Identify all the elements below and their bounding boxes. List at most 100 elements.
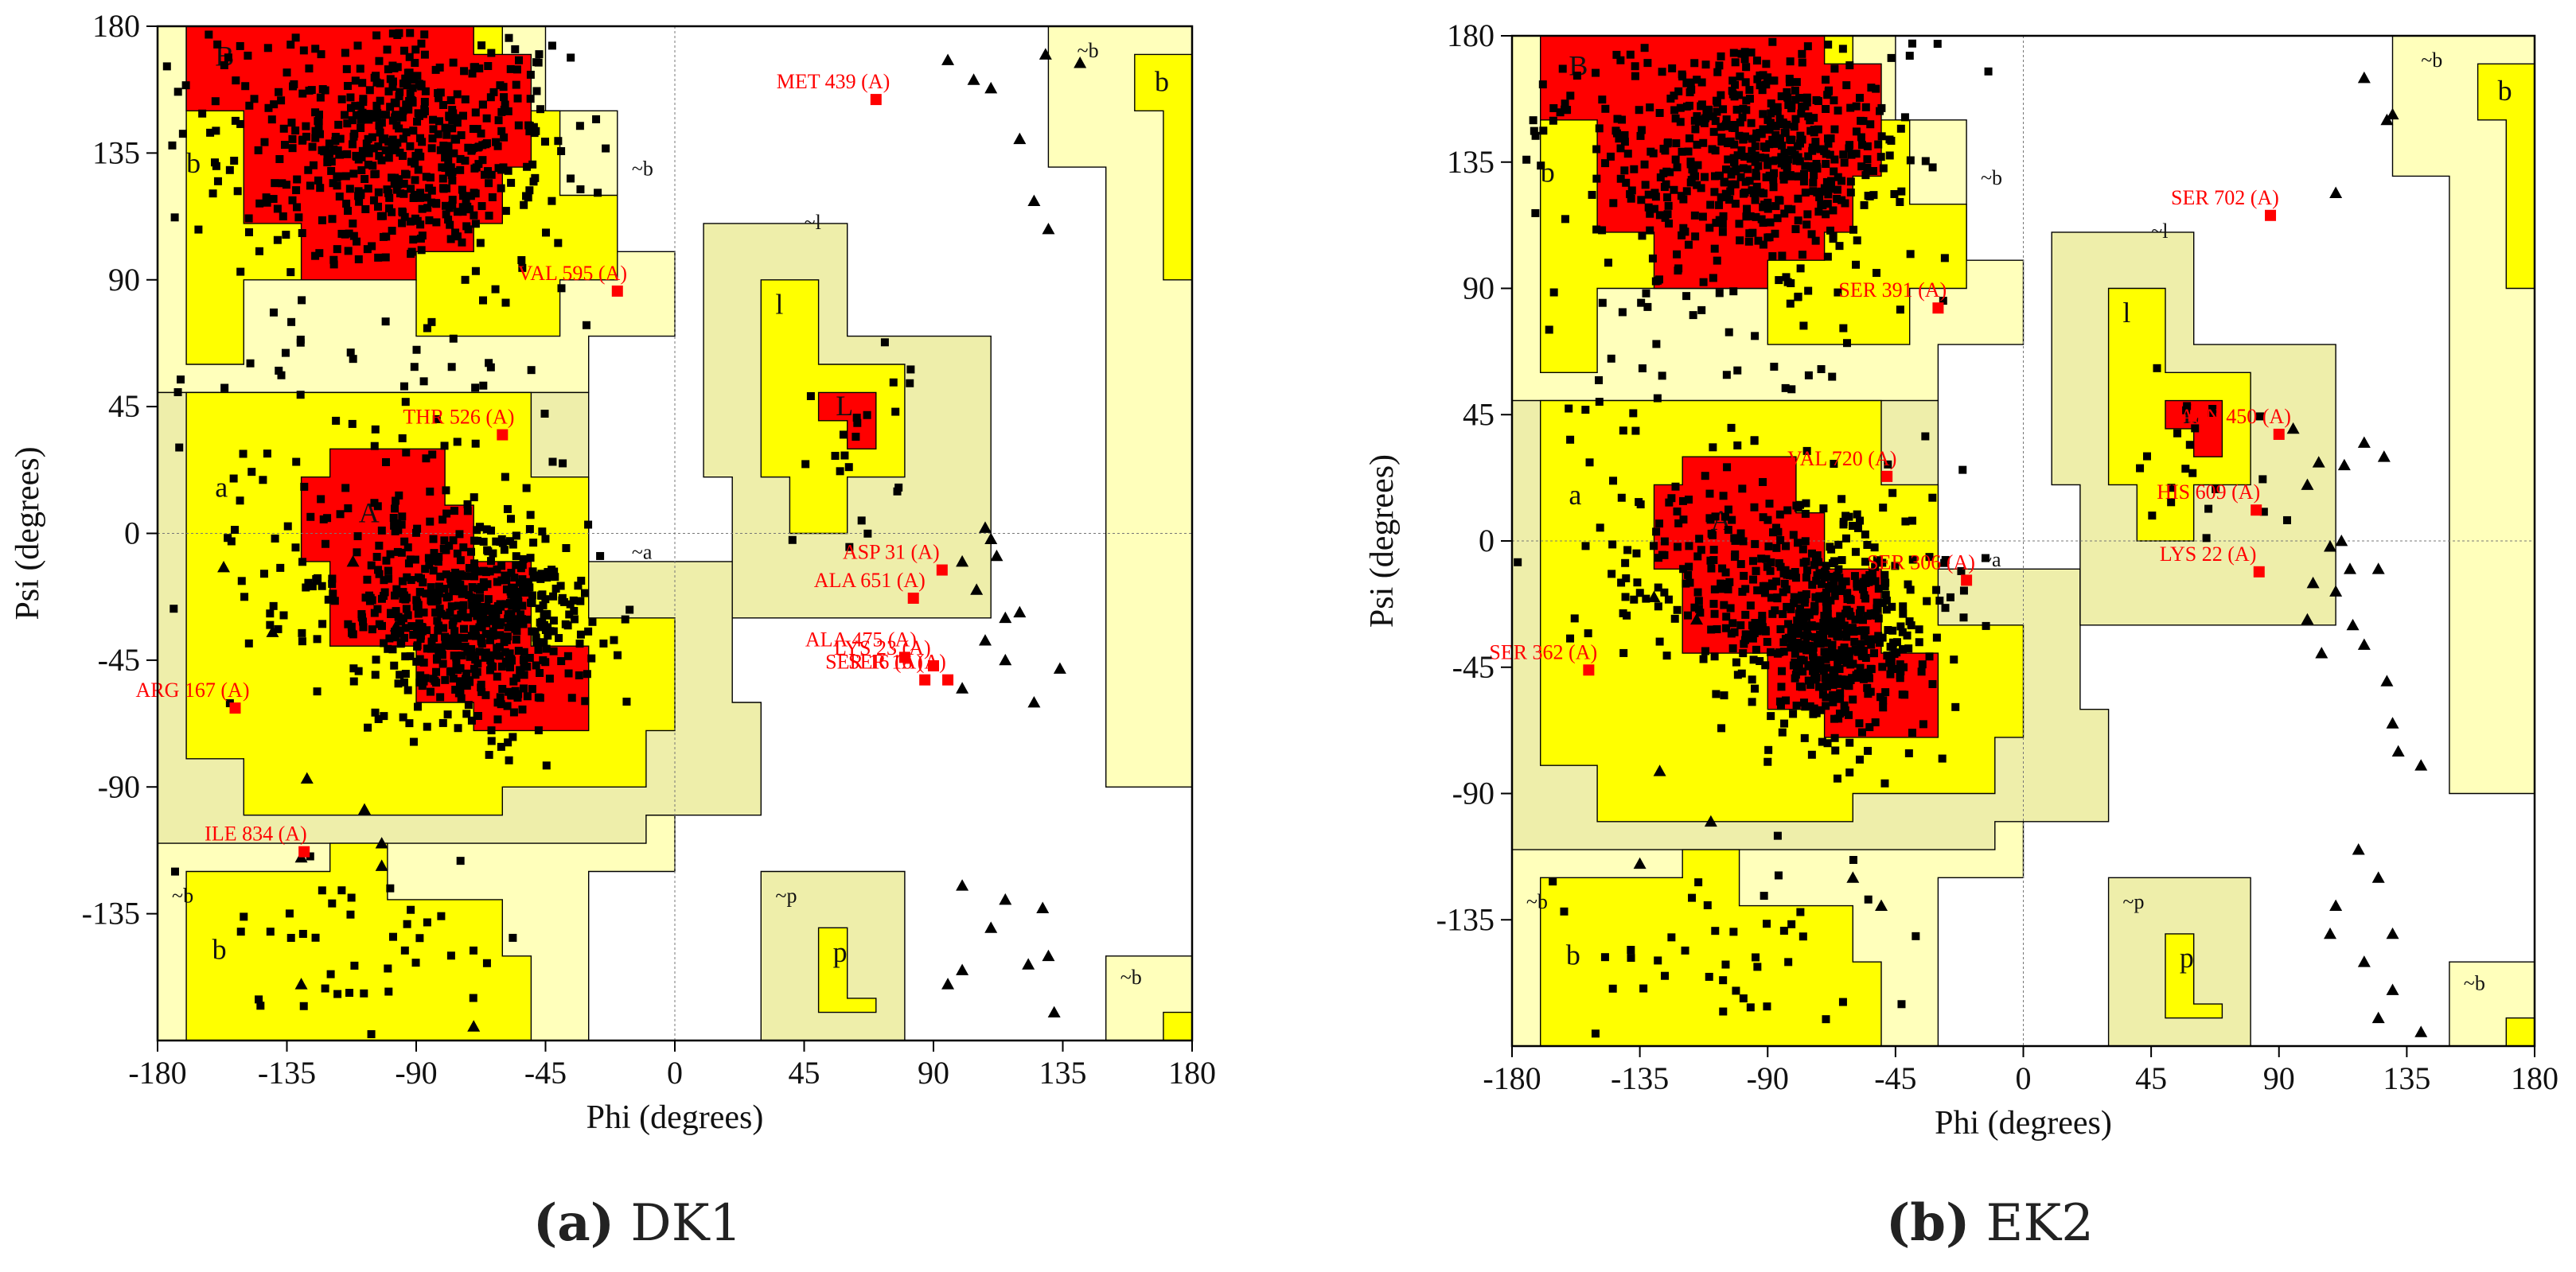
residue-point xyxy=(482,114,491,123)
residue-point xyxy=(431,199,440,208)
residue-point xyxy=(1811,236,1820,245)
residue-point xyxy=(450,652,458,660)
residue-point xyxy=(396,148,404,157)
residue-point xyxy=(534,645,543,654)
residue-point xyxy=(1879,164,1888,173)
residue-point xyxy=(1857,116,1865,125)
residue-point xyxy=(1746,1003,1755,1012)
residue-point xyxy=(1715,289,1724,298)
residue-point xyxy=(407,622,416,631)
residue-point xyxy=(298,637,306,646)
residue-point xyxy=(1779,609,1787,618)
residue-point xyxy=(446,667,454,676)
residue-point xyxy=(380,712,388,721)
residue-point xyxy=(1709,274,1717,282)
residue-point xyxy=(1932,633,1941,642)
residue-point xyxy=(526,554,535,562)
residue-point xyxy=(497,184,505,193)
residue-point xyxy=(1667,494,1676,503)
residue-point xyxy=(399,382,408,391)
residue-point xyxy=(1775,276,1783,285)
residue-point xyxy=(484,62,493,71)
residue-point xyxy=(558,593,567,602)
residue-point xyxy=(507,569,516,578)
residue-point xyxy=(262,193,271,202)
residue-point xyxy=(1674,87,1683,95)
residue-point xyxy=(346,348,355,357)
residue-point xyxy=(457,677,466,686)
residue-point xyxy=(1707,625,1716,634)
residue-point xyxy=(334,120,343,129)
residue-point xyxy=(255,247,263,255)
residue-point xyxy=(1814,125,1822,134)
residue-point xyxy=(236,119,245,128)
residue-point xyxy=(244,51,252,60)
residue-point xyxy=(368,242,376,251)
x-tick-label: 180 xyxy=(1168,1055,1216,1091)
residue-point xyxy=(390,64,399,72)
residue-point xyxy=(610,636,618,644)
residue-point xyxy=(1740,640,1748,648)
residue-point xyxy=(470,572,478,581)
residue-point xyxy=(1598,95,1607,104)
residue-point xyxy=(535,50,544,59)
outlier-point xyxy=(870,94,882,106)
residue-point xyxy=(476,239,485,247)
residue-point xyxy=(1697,78,1706,87)
residue-point xyxy=(485,636,494,644)
residue-point xyxy=(1635,589,1644,597)
residue-point xyxy=(436,693,445,702)
residue-point xyxy=(1842,625,1851,634)
residue-point xyxy=(311,251,320,260)
glycine-point xyxy=(984,532,998,544)
residue-point xyxy=(524,578,533,586)
residue-point xyxy=(487,557,496,566)
residue-point xyxy=(399,107,407,115)
residue-point xyxy=(1773,831,1782,840)
residue-point xyxy=(1806,116,1814,125)
residue-point xyxy=(1826,150,1834,159)
residue-point xyxy=(465,563,474,572)
glycine-point xyxy=(2286,422,2300,434)
glycine-point xyxy=(990,549,1004,562)
y-tick-label: -135 xyxy=(82,896,140,932)
residue-point xyxy=(1739,649,1748,658)
residue-point xyxy=(1717,724,1726,733)
residue-point xyxy=(1705,489,1714,498)
residue-point xyxy=(1778,142,1787,150)
residue-point xyxy=(1775,115,1784,123)
caption-b-name: EK2 xyxy=(1986,1194,2094,1253)
residue-point xyxy=(456,688,465,697)
residue-point xyxy=(1841,577,1850,585)
residue-point xyxy=(469,624,477,633)
residue-point xyxy=(504,738,512,747)
residue-point xyxy=(1616,174,1625,183)
residue-point xyxy=(275,366,283,375)
residue-point xyxy=(1820,612,1829,620)
residue-point xyxy=(1694,878,1703,887)
residue-point xyxy=(461,275,470,284)
residue-point xyxy=(178,130,187,138)
residue-point xyxy=(1759,582,1767,590)
residue-point xyxy=(1822,105,1830,114)
residue-point xyxy=(474,602,483,611)
residue-point xyxy=(2208,405,2217,414)
residue-point xyxy=(1693,181,1701,189)
residue-point xyxy=(438,163,446,172)
residue-point xyxy=(1925,553,1934,562)
residue-point xyxy=(1870,543,1879,552)
residue-point xyxy=(360,175,369,184)
residue-point xyxy=(1829,666,1837,675)
residue-point xyxy=(387,609,396,618)
residue-point xyxy=(408,98,417,107)
residue-point xyxy=(1744,165,1752,173)
residue-point xyxy=(548,41,556,50)
residue-point xyxy=(2136,464,2145,473)
residue-point xyxy=(344,504,353,512)
residue-point xyxy=(563,652,572,660)
outlier-label: LYS 22 (A) xyxy=(2160,543,2257,566)
residue-point xyxy=(269,195,278,204)
residue-point xyxy=(1823,200,1832,208)
residue-point xyxy=(302,583,310,592)
residue-point xyxy=(453,636,462,645)
